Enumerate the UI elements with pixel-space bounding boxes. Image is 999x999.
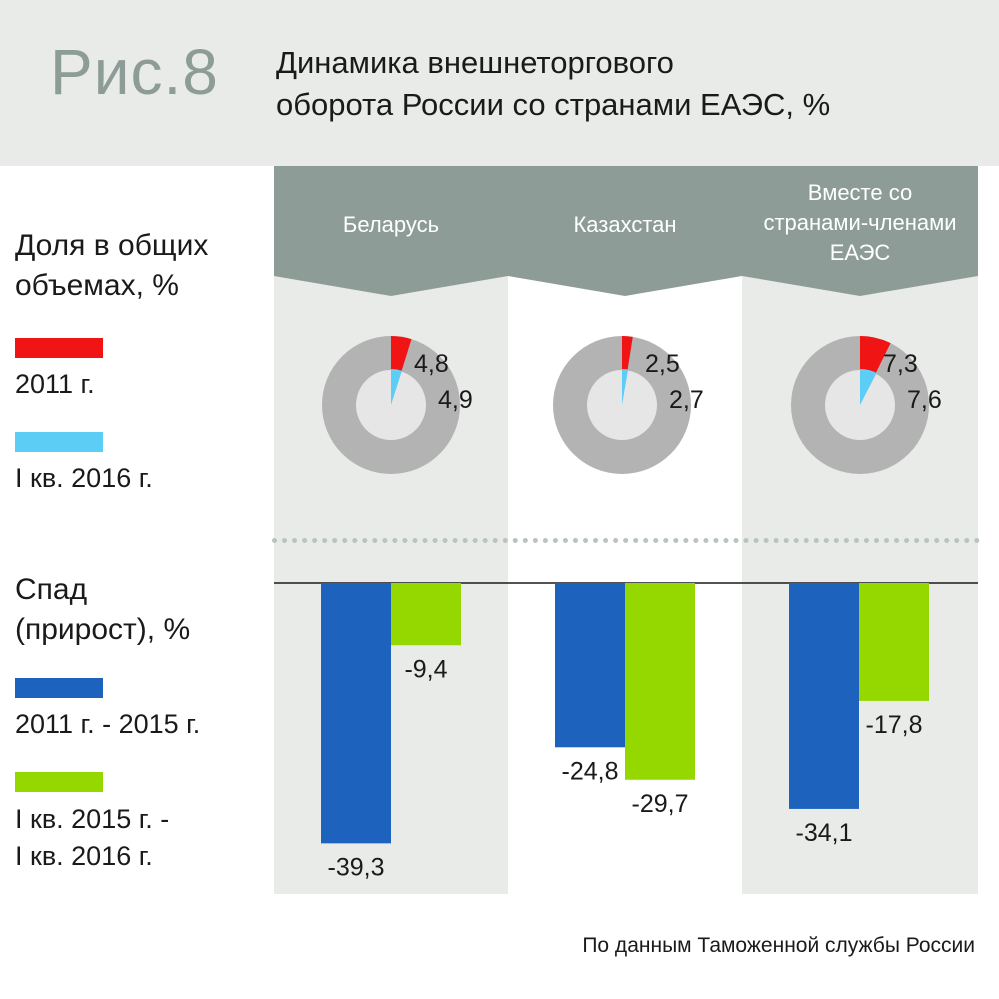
- bar-label-q1-2015-q1-2016-3: -17,8: [866, 711, 923, 739]
- bar-label-q1-2015-q1-2016-1: -9,4: [404, 655, 447, 683]
- bar-q1-2015-q1-2016-3: [859, 583, 929, 701]
- legend-label-2011: 2011 г.: [15, 369, 95, 399]
- donut-label-2011-1: 4,8: [414, 350, 449, 378]
- chart-title-line-2: оборота России со странами ЕАЭС, %: [276, 87, 831, 122]
- bar-label-q1-2015-q1-2016-2: -29,7: [632, 790, 689, 818]
- category-label-3-line-1: Вместе со: [808, 180, 912, 205]
- donut-inner-slice-q1-2016-1: [391, 370, 402, 405]
- legend-swatch-2011: [15, 338, 103, 358]
- change-legend-heading-line-2: (прирост), %: [15, 613, 191, 646]
- bar-label-2011-2015-3: -34,1: [796, 819, 853, 847]
- legend-swatch-q1-2015-q1-2016: [15, 772, 103, 792]
- donut-label-q1-2016-1: 4,9: [438, 386, 473, 414]
- category-label-2-line-1: Казахстан: [573, 212, 676, 237]
- legend-label-q1-2015-q1-2016-line-2: I кв. 2016 г.: [15, 841, 153, 871]
- category-label-3-line-2: странами-членами: [763, 210, 956, 235]
- legend-swatch-2011-2015: [15, 678, 103, 698]
- bar-2011-2015-3: [789, 583, 859, 809]
- figure-label: Рис.8: [50, 36, 219, 108]
- donut-label-q1-2016-3: 7,6: [907, 386, 942, 414]
- donut-label-2011-3: 7,3: [883, 350, 918, 378]
- legend-label-2011-2015: 2011 г. - 2015 г.: [15, 709, 201, 739]
- source-note: По данным Таможенной службы России: [582, 934, 975, 957]
- bar-q1-2015-q1-2016-2: [625, 583, 695, 780]
- share-legend-heading-line-1: Доля в общих: [15, 229, 209, 262]
- header-band: Рис.8 Динамика внешнеторгового оборота Р…: [0, 0, 999, 166]
- category-tab-3: [742, 166, 978, 296]
- bar-q1-2015-q1-2016-1: [391, 583, 461, 646]
- legend-label-q1-2015-q1-2016-line-1: I кв. 2015 г. -: [15, 804, 170, 834]
- donut-inner-slice-q1-2016-2: [622, 370, 628, 405]
- legend-label-q1-2016: I кв. 2016 г.: [15, 463, 153, 493]
- category-label-1-line-1: Беларусь: [343, 212, 439, 237]
- section-divider: [272, 538, 980, 543]
- change-legend-heading-line-1: Спад: [15, 573, 88, 606]
- category-label-3-line-3: ЕАЭС: [830, 240, 891, 265]
- share-legend-heading-line-2: объемах, %: [15, 269, 179, 302]
- donut-label-2011-2: 2,5: [645, 350, 680, 378]
- bar-2011-2015-2: [555, 583, 625, 748]
- category-tab-1: [274, 166, 508, 296]
- bar-2011-2015-1: [321, 583, 391, 844]
- bar-label-2011-2015-1: -39,3: [328, 853, 385, 881]
- donut-inner-slice-q1-2016-3: [860, 370, 877, 405]
- legend-swatch-q1-2016: [15, 432, 103, 452]
- chart-title-line-1: Динамика внешнеторгового: [276, 45, 674, 80]
- donut-label-q1-2016-2: 2,7: [669, 386, 704, 414]
- bar-label-2011-2015-2: -24,8: [562, 757, 619, 785]
- category-tab-2: [508, 166, 742, 296]
